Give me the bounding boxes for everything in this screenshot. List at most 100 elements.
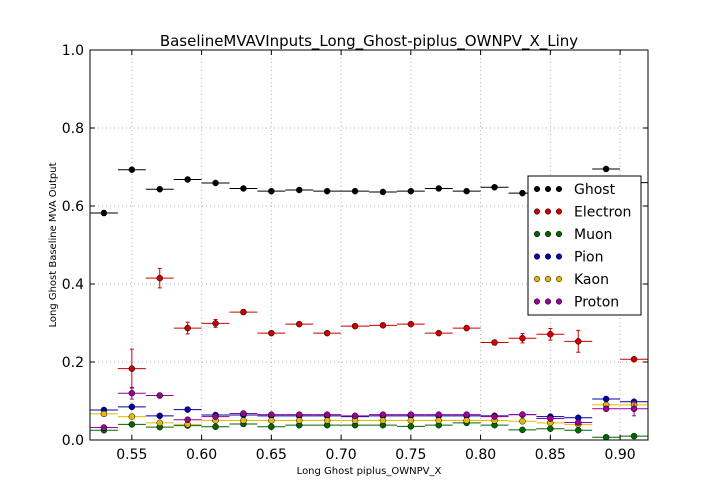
series-electron (117, 267, 648, 389)
data-point (519, 418, 526, 425)
data-point (240, 185, 247, 192)
data-point (268, 417, 275, 424)
legend-label: Proton (574, 295, 619, 311)
data-point (379, 188, 387, 196)
data-point (519, 411, 526, 418)
legend-marker (533, 208, 541, 215)
x-tick-label: 0.85 (535, 447, 566, 463)
data-point (630, 432, 638, 440)
legend-label: Muon (574, 227, 612, 243)
data-point (519, 334, 526, 342)
series-proton (90, 386, 648, 431)
x-tick-label: 0.60 (186, 447, 217, 463)
legend-marker (544, 253, 552, 260)
data-point (602, 165, 610, 173)
data-point (407, 417, 415, 424)
data-point (212, 413, 219, 420)
y-tick-label: 0.8 (62, 121, 84, 137)
y-tick-label: 1.0 (62, 43, 84, 59)
data-point (463, 417, 470, 424)
data-point (100, 424, 108, 431)
data-point (435, 185, 442, 192)
data-point (491, 184, 498, 191)
legend-marker (544, 298, 552, 305)
data-point (407, 423, 415, 430)
data-point (212, 320, 219, 327)
data-point (491, 413, 498, 420)
data-point (407, 411, 415, 418)
legend-label: Kaon (574, 272, 609, 288)
legend-marker (555, 185, 563, 193)
data-point (156, 392, 163, 399)
data-point (602, 395, 610, 403)
y-axis-label: Long Ghost Baseline MVA Output (48, 162, 59, 327)
data-point (407, 187, 415, 195)
legend-label: Pion (574, 250, 603, 266)
data-point (379, 417, 387, 424)
data-point (519, 426, 526, 434)
data-point (379, 322, 387, 329)
data-point (379, 411, 387, 418)
data-point (128, 365, 136, 372)
data-point (463, 324, 470, 332)
data-point (100, 209, 108, 217)
legend-marker (544, 230, 552, 238)
data-point (630, 405, 638, 413)
data-point (575, 419, 582, 426)
data-point (351, 322, 359, 330)
data-point (156, 419, 163, 427)
data-point (575, 338, 582, 345)
legend-marker (544, 275, 552, 283)
legend-marker (533, 253, 541, 260)
data-point (296, 320, 303, 328)
data-point (463, 411, 470, 418)
y-tick-label: 0.4 (62, 277, 84, 293)
legend-marker (544, 185, 552, 193)
legend-marker (533, 275, 541, 283)
y-tick-label: 0.0 (62, 433, 84, 449)
y-tick-label: 0.6 (62, 199, 84, 215)
legend-marker (533, 298, 541, 305)
legend-marker (555, 253, 563, 260)
x-tick-label: 0.55 (116, 447, 147, 463)
data-point (296, 186, 303, 194)
data-point (323, 187, 331, 195)
data-point (435, 417, 442, 424)
data-point (630, 356, 638, 363)
data-point (156, 185, 163, 193)
data-point (519, 189, 526, 197)
data-point (407, 320, 415, 328)
data-point (268, 423, 275, 430)
data-point (323, 411, 331, 418)
data-point (491, 339, 498, 346)
data-point (156, 412, 163, 420)
data-point (212, 423, 219, 430)
data-point (128, 413, 136, 420)
data-point (463, 187, 470, 195)
data-point (268, 411, 275, 418)
data-point (240, 308, 247, 316)
data-point (575, 427, 582, 434)
data-point (268, 329, 275, 337)
legend-marker (533, 185, 541, 193)
data-point (435, 411, 442, 418)
data-point (184, 406, 191, 413)
data-point (100, 410, 108, 418)
x-tick-label: 0.90 (605, 447, 636, 463)
x-tick-label: 0.70 (326, 447, 357, 463)
data-point (184, 416, 191, 423)
x-tick-label: 0.75 (395, 447, 426, 463)
x-tick-label: 0.65 (256, 447, 287, 463)
legend: Ghost Electron Muon Pion Kaon Proton (527, 175, 642, 316)
data-point (296, 411, 303, 418)
data-point (435, 329, 442, 337)
data-point (602, 434, 610, 441)
legend-box (527, 175, 642, 316)
data-point (268, 187, 275, 195)
data-point (128, 166, 136, 173)
chart-title: BaselineMVAVInputs_Long_Ghost-piplus_OWN… (160, 32, 578, 51)
axis-ticks: 0.55 0.60 0.65 0.70 0.75 0.80 0.85 0.90 0.0 0.2 0.… (62, 43, 648, 463)
data-point (351, 187, 359, 195)
data-point (212, 179, 219, 187)
